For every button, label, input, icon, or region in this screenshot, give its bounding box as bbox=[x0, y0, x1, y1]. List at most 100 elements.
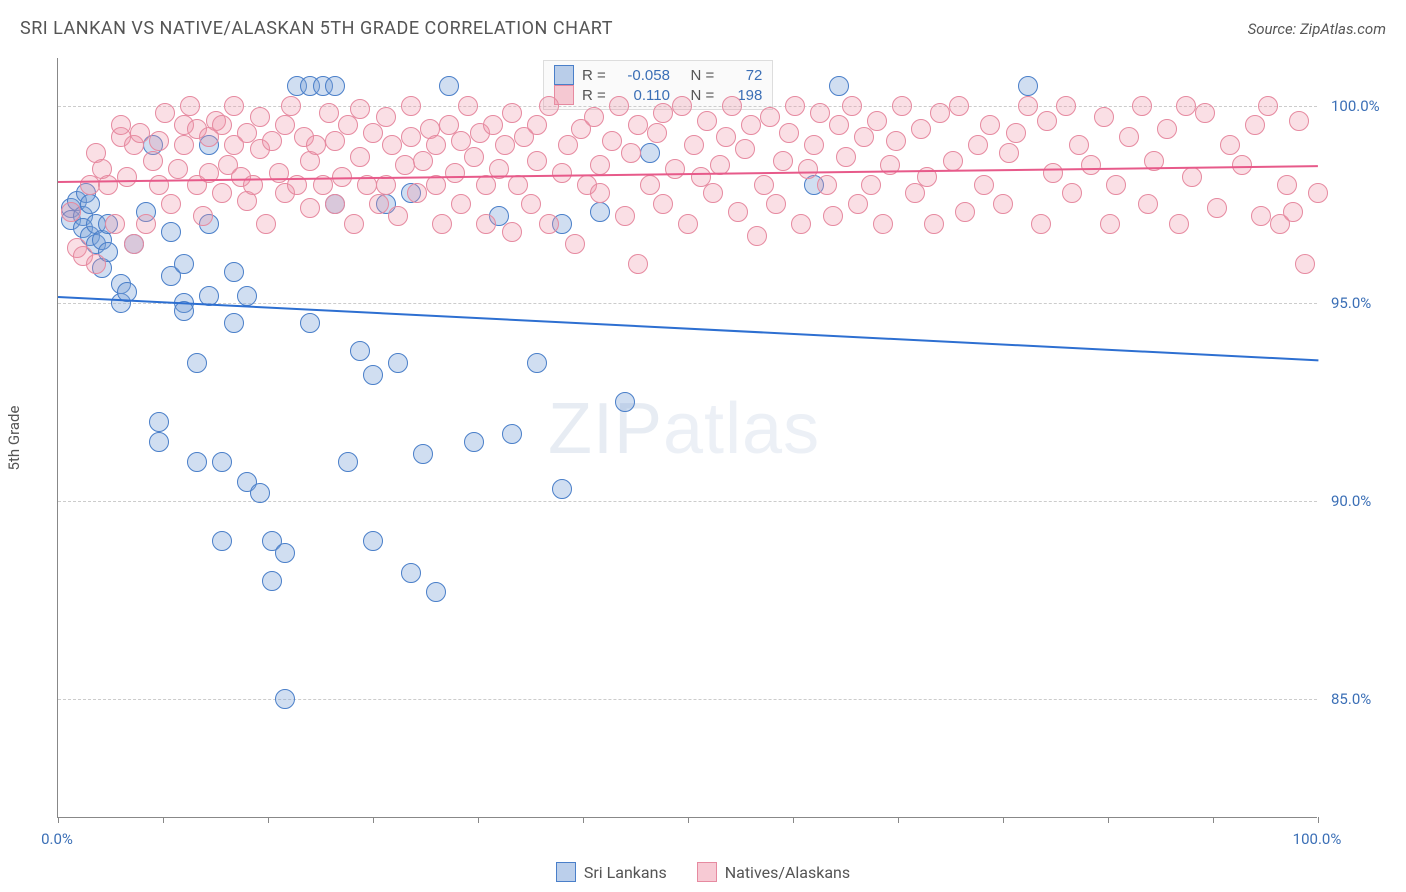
data-point bbox=[842, 96, 862, 116]
y-tick-label: 100.0% bbox=[1331, 97, 1380, 115]
data-point bbox=[955, 202, 975, 222]
data-point bbox=[363, 365, 383, 385]
data-point bbox=[212, 183, 232, 203]
data-point bbox=[974, 175, 994, 195]
data-point bbox=[388, 353, 408, 373]
data-point bbox=[224, 96, 244, 116]
data-point bbox=[785, 96, 805, 116]
data-point bbox=[401, 96, 421, 116]
data-point bbox=[483, 115, 503, 135]
data-point bbox=[773, 151, 793, 171]
data-point bbox=[829, 115, 849, 135]
x-tick bbox=[898, 817, 899, 823]
stat-n-label: N = bbox=[678, 67, 718, 84]
data-point bbox=[80, 194, 100, 214]
data-point bbox=[111, 115, 131, 135]
x-tick bbox=[163, 817, 164, 823]
data-point bbox=[697, 111, 717, 131]
data-point bbox=[149, 131, 169, 151]
data-point bbox=[426, 135, 446, 155]
x-tick bbox=[58, 817, 59, 823]
data-point bbox=[722, 96, 742, 116]
data-point bbox=[275, 543, 295, 563]
data-point bbox=[1031, 214, 1051, 234]
legend-item: Sri Lankans bbox=[556, 862, 667, 882]
x-tick bbox=[1213, 817, 1214, 823]
data-point bbox=[615, 392, 635, 412]
data-point bbox=[395, 155, 415, 175]
data-point bbox=[1094, 107, 1114, 127]
data-point bbox=[665, 159, 685, 179]
data-point bbox=[848, 194, 868, 214]
data-point bbox=[61, 202, 81, 222]
stat-r-value: -0.058 bbox=[618, 67, 670, 84]
data-point bbox=[476, 214, 496, 234]
data-point bbox=[376, 107, 396, 127]
data-point bbox=[810, 103, 830, 123]
data-point bbox=[703, 183, 723, 203]
data-point bbox=[1251, 206, 1271, 226]
data-point bbox=[401, 563, 421, 583]
data-point bbox=[602, 131, 622, 151]
data-point bbox=[281, 96, 301, 116]
data-point bbox=[325, 194, 345, 214]
data-point bbox=[1069, 135, 1089, 155]
data-point bbox=[413, 444, 433, 464]
data-point bbox=[1308, 183, 1328, 203]
data-point bbox=[105, 214, 125, 234]
chart-title: SRI LANKAN VS NATIVE/ALASKAN 5TH GRADE C… bbox=[20, 18, 613, 39]
header-row: SRI LANKAN VS NATIVE/ALASKAN 5TH GRADE C… bbox=[20, 18, 1386, 39]
data-point bbox=[1295, 254, 1315, 274]
data-point bbox=[836, 147, 856, 167]
data-point bbox=[1195, 103, 1215, 123]
data-point bbox=[760, 107, 780, 127]
data-point bbox=[791, 214, 811, 234]
source-label: Source: ZipAtlas.com bbox=[1248, 20, 1386, 38]
data-point bbox=[136, 214, 156, 234]
data-point bbox=[647, 123, 667, 143]
data-point bbox=[1289, 111, 1309, 131]
data-point bbox=[149, 412, 169, 432]
data-point bbox=[823, 206, 843, 226]
data-point bbox=[458, 96, 478, 116]
data-point bbox=[130, 123, 150, 143]
data-point bbox=[640, 175, 660, 195]
data-point bbox=[86, 254, 106, 274]
data-point bbox=[949, 96, 969, 116]
data-point bbox=[829, 76, 849, 96]
legend-swatch bbox=[556, 862, 576, 882]
data-point bbox=[798, 159, 818, 179]
data-point bbox=[892, 96, 912, 116]
data-point bbox=[766, 194, 786, 214]
data-point bbox=[552, 163, 572, 183]
x-tick bbox=[268, 817, 269, 823]
data-point bbox=[508, 175, 528, 195]
data-point bbox=[672, 96, 692, 116]
data-point bbox=[401, 127, 421, 147]
data-point bbox=[628, 115, 648, 135]
data-point bbox=[1132, 96, 1152, 116]
legend-item: Natives/Alaskans bbox=[697, 862, 850, 882]
data-point bbox=[250, 483, 270, 503]
data-point bbox=[237, 286, 257, 306]
stat-n-value: 72 bbox=[726, 67, 762, 84]
data-point bbox=[804, 135, 824, 155]
data-point bbox=[187, 353, 207, 373]
data-point bbox=[306, 135, 326, 155]
data-point bbox=[653, 103, 673, 123]
data-point bbox=[867, 111, 887, 131]
data-point bbox=[873, 214, 893, 234]
data-point bbox=[1176, 96, 1196, 116]
data-point bbox=[149, 432, 169, 452]
x-tick bbox=[1318, 817, 1319, 823]
data-point bbox=[143, 151, 163, 171]
data-point bbox=[1018, 76, 1038, 96]
x-tick bbox=[583, 817, 584, 823]
data-point bbox=[861, 175, 881, 195]
data-point bbox=[1100, 214, 1120, 234]
data-point bbox=[451, 194, 471, 214]
data-point bbox=[993, 194, 1013, 214]
data-point bbox=[117, 167, 137, 187]
x-tick bbox=[688, 817, 689, 823]
data-point bbox=[350, 99, 370, 119]
